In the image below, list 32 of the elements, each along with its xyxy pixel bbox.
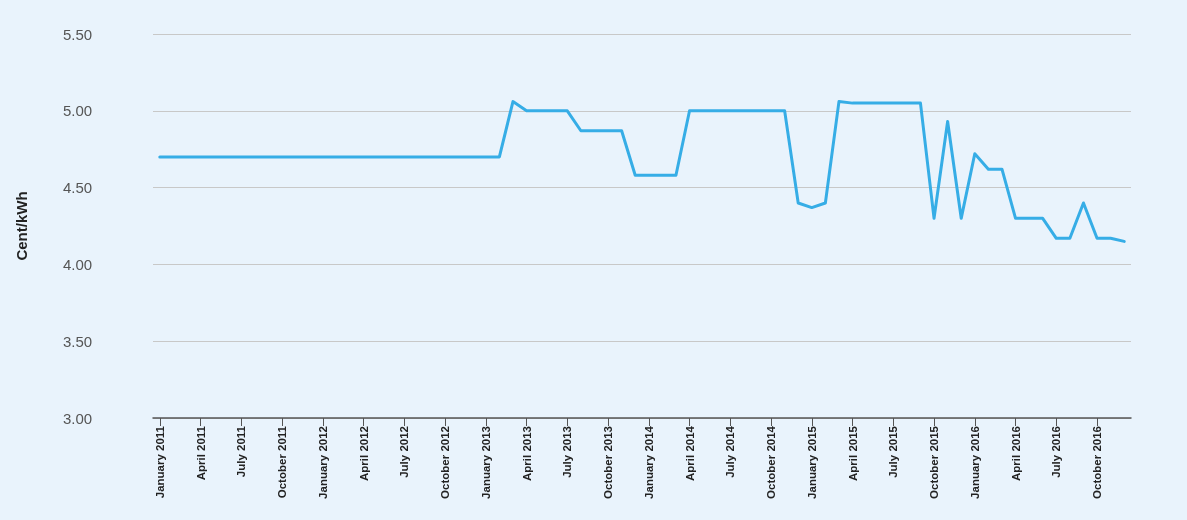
y-tick-label: 5.00 <box>63 102 93 120</box>
x-tick-label: October 2015 <box>928 425 941 499</box>
x-tick-label: January 2016 <box>968 426 981 499</box>
y-tick-label: 3.50 <box>63 332 93 350</box>
x-tick-label: April 2016 <box>1009 426 1022 481</box>
x-tick-label: July 2016 <box>1050 426 1063 478</box>
x-tick-label: January 2011 <box>153 425 166 499</box>
x-tick-label: January 2014 <box>642 425 655 499</box>
y-tick-label: 4.50 <box>63 179 93 197</box>
x-tick-label: July 2014 <box>724 425 737 478</box>
y-tick-label: 5.50 <box>63 25 93 43</box>
line-series <box>158 100 1126 243</box>
x-tick-label: October 2013 <box>602 426 615 499</box>
x-tick-label: July 2012 <box>398 426 411 478</box>
x-tick-label: April 2013 <box>520 426 533 481</box>
y-axis-title: Cent/kWh <box>13 191 30 261</box>
x-tick-label: April 2014 <box>683 425 696 481</box>
x-tick-label: April 2015 <box>846 425 859 481</box>
x-tick-label: January 2012 <box>316 426 329 499</box>
x-tick-label: October 2011 <box>276 425 289 499</box>
x-tick-label: April 2012 <box>357 426 370 481</box>
y-tick-label: 4.00 <box>63 255 93 273</box>
x-tick-label: April 2011 <box>194 425 207 481</box>
x-tick-label: July 2013 <box>561 426 574 478</box>
x-tick-label: July 2015 <box>887 425 900 478</box>
y-tick-label: 3.00 <box>63 409 93 427</box>
x-tick-label: July 2011 <box>235 425 248 478</box>
x-tick-label: October 2016 <box>1091 426 1104 499</box>
x-tick-label: January 2015 <box>805 425 818 499</box>
x-tick-label: October 2012 <box>439 426 452 499</box>
x-tick-label: October 2014 <box>765 425 778 499</box>
x-tick-label: January 2013 <box>479 426 492 499</box>
